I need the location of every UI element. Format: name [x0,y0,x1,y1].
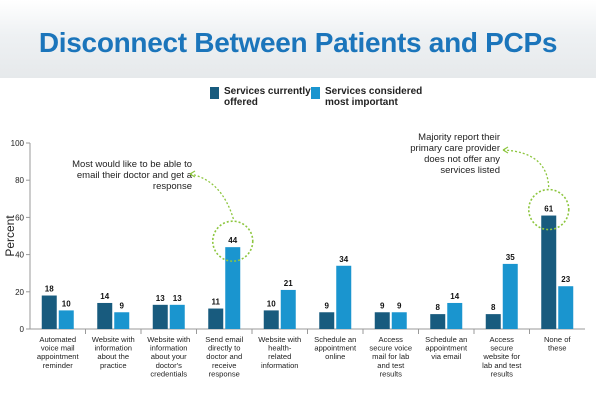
value-label-offered-5: 9 [325,301,330,310]
value-label-important-6: 9 [397,301,402,310]
value-label-important-1: 9 [120,301,125,310]
value-label-important-5: 34 [339,255,348,264]
value-label-offered-1: 14 [100,292,109,301]
bar-offered-0 [41,295,57,329]
value-label-offered-4: 10 [267,299,276,308]
x-tick-label: Automated voice mail appointment reminder [37,335,80,370]
x-tick-label: Website with information about your doctor'… [147,335,190,378]
bar-important-8 [502,263,518,329]
bar-offered-5 [319,312,335,329]
value-label-offered-0: 18 [45,285,54,294]
annotation-email: Most would like to be able to email thei… [72,159,192,192]
y-tick-label-100: 100 [11,139,25,148]
bar-important-9 [558,286,574,329]
value-label-important-0: 10 [62,299,71,308]
bar-important-7 [447,302,463,329]
bar-offered-6 [374,312,390,329]
bar-offered-1 [97,302,113,329]
value-label-offered-9: 61 [544,205,553,214]
bar-important-0 [58,310,74,329]
bar-important-2 [169,304,185,329]
x-tick-label: Send email directly to doctor and receive re… [205,335,243,378]
y-tick-label-0: 0 [20,325,25,334]
legend-label-important: Services considered most important [325,86,423,108]
x-tick-label: Access secure voice mail for lab and test re… [369,335,412,378]
bar-offered-3 [208,308,224,329]
legend-label-offered: Services currently offered [224,86,311,108]
x-tick-label: Schedule an appointment via email [425,335,468,361]
annotation-arrow-none [502,149,550,189]
title-band [0,0,596,78]
value-label-offered-3: 11 [212,298,221,307]
bar-offered-7 [430,314,446,329]
annotation-arrow-email [189,173,235,221]
x-tick-label: Access secure website for lab and test resul… [482,335,522,378]
highlight-circle-none [527,188,570,231]
bar-offered-8 [485,314,501,329]
annotation-none: Majority report their primary care provi… [410,132,500,176]
bar-offered-2 [152,304,168,329]
value-label-important-9: 23 [561,275,570,284]
y-tick-label-80: 80 [15,176,24,185]
y-tick-label-40: 40 [15,251,24,260]
bar-important-4 [280,289,296,329]
value-label-offered-8: 8 [491,303,496,312]
highlight-circle-email [211,220,254,262]
bar-important-6 [391,312,407,329]
bar-important-5 [336,265,352,329]
bar-important-3 [225,247,241,329]
value-label-offered-7: 8 [436,303,441,312]
bar-offered-9 [541,215,557,329]
value-label-important-2: 13 [173,294,182,303]
x-tick-label: Website with health-related information [258,335,301,370]
value-label-important-3: 44 [228,236,237,245]
bar-offered-4 [263,310,279,329]
x-tick-label: Schedule an appointment online [314,335,357,361]
annotation-arrowhead-none [502,146,509,154]
y-tick-label-20: 20 [15,288,24,297]
y-axis-label: Percent [3,215,17,257]
legend-swatch-offered [210,87,219,99]
bar-important-1 [114,312,130,329]
y-tick-label-60: 60 [15,213,24,222]
x-tick-label: Website with information about the practice [92,335,135,370]
legend-swatch-important [311,87,320,99]
value-label-important-8: 35 [506,253,515,262]
x-tick-label: None of these [544,335,571,353]
value-label-important-4: 21 [284,279,293,288]
page-title: Disconnect Between Patients and PCPs [38,27,558,58]
value-label-offered-6: 9 [380,301,385,310]
value-label-important-7: 14 [450,292,459,301]
value-label-offered-2: 13 [156,294,165,303]
annotation-arrowhead-email [189,170,196,178]
